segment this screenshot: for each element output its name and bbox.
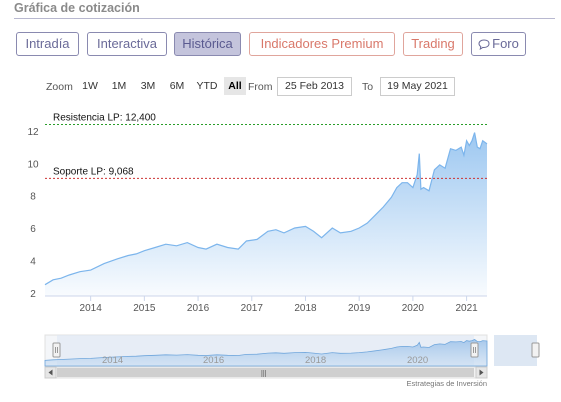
y-tick-label: 8 xyxy=(30,192,36,203)
zoom-6m-button[interactable]: 6M xyxy=(169,80,185,92)
x-tick-label: 2019 xyxy=(348,303,371,314)
scrollbar[interactable]: ||| xyxy=(44,366,488,379)
y-tick-label: 2 xyxy=(30,289,36,300)
tab-historica[interactable]: Histórica xyxy=(174,32,241,56)
navigator-left-handle[interactable] xyxy=(52,342,61,358)
tab-interactiva[interactable]: Interactiva xyxy=(87,32,167,56)
from-label: From xyxy=(248,81,273,93)
chart-credit: Estrategias de Inversión xyxy=(407,379,487,388)
arrow-right-icon xyxy=(479,369,484,376)
series-line xyxy=(44,132,488,286)
zoom-3m-button[interactable]: 3M xyxy=(140,80,156,92)
navigator-label-2018: 2018 xyxy=(305,355,326,366)
chat-bubble-icon xyxy=(478,35,490,57)
main-plot: Resistencia LP: 12,400 Soporte LP: 9,068 2… xyxy=(27,112,488,314)
page-title: Gráfica de cotización xyxy=(14,1,140,15)
x-tick-label: 2016 xyxy=(187,303,210,314)
scrollbar-grip: ||| xyxy=(261,371,267,378)
x-tick-label: 2017 xyxy=(241,303,264,314)
resistance-line-label: Resistencia LP: 12,400 xyxy=(53,112,156,123)
x-tick-label: 2020 xyxy=(402,303,425,314)
tab-trading[interactable]: Trading xyxy=(403,32,463,56)
navigator-right-handle[interactable] xyxy=(470,342,479,358)
zoom-1w-button[interactable]: 1W xyxy=(82,80,98,92)
y-tick-label: 4 xyxy=(30,256,36,267)
y-tick-label: 12 xyxy=(27,127,39,138)
support-line-label: Soporte LP: 9,068 xyxy=(53,166,134,177)
zoom-label: Zoom xyxy=(46,81,73,93)
navigator[interactable]: 2014 2016 2018 2020 xyxy=(44,334,488,367)
navigator-series-area xyxy=(44,339,488,367)
navigator-side-panel xyxy=(494,335,540,366)
navigator-label-2014: 2014 xyxy=(102,355,123,366)
from-date-input[interactable]: 25 Feb 2013 xyxy=(277,77,352,96)
x-tick-label: 2014 xyxy=(80,303,103,314)
arrow-left-icon xyxy=(48,369,53,376)
scrollbar-thumb[interactable] xyxy=(57,368,474,377)
navigator-label-2020: 2020 xyxy=(407,355,428,366)
tab-foro[interactable]: Foro xyxy=(471,32,526,56)
navigator-label-2016: 2016 xyxy=(203,355,224,366)
y-tick-label: 6 xyxy=(30,224,36,235)
to-date-input[interactable]: 19 May 2021 xyxy=(380,77,455,96)
tab-intradia[interactable]: Intradía xyxy=(16,32,79,56)
x-tick-label: 2015 xyxy=(133,303,156,314)
to-label: To xyxy=(362,81,374,93)
zoom-ytd-button[interactable]: YTD xyxy=(196,80,218,92)
tab-indicadores-premium[interactable]: Indicadores Premium xyxy=(249,32,395,56)
x-tick-label: 2021 xyxy=(455,303,478,314)
title-divider xyxy=(14,18,555,19)
x-tick-label: 2018 xyxy=(294,303,317,314)
zoom-1m-button[interactable]: 1M xyxy=(111,80,127,92)
zoom-all-button[interactable]: All xyxy=(224,77,246,95)
navigator-series xyxy=(44,339,488,367)
tab-foro-label: Foro xyxy=(492,36,519,51)
y-tick-label: 10 xyxy=(27,159,39,170)
series-area xyxy=(45,132,487,296)
